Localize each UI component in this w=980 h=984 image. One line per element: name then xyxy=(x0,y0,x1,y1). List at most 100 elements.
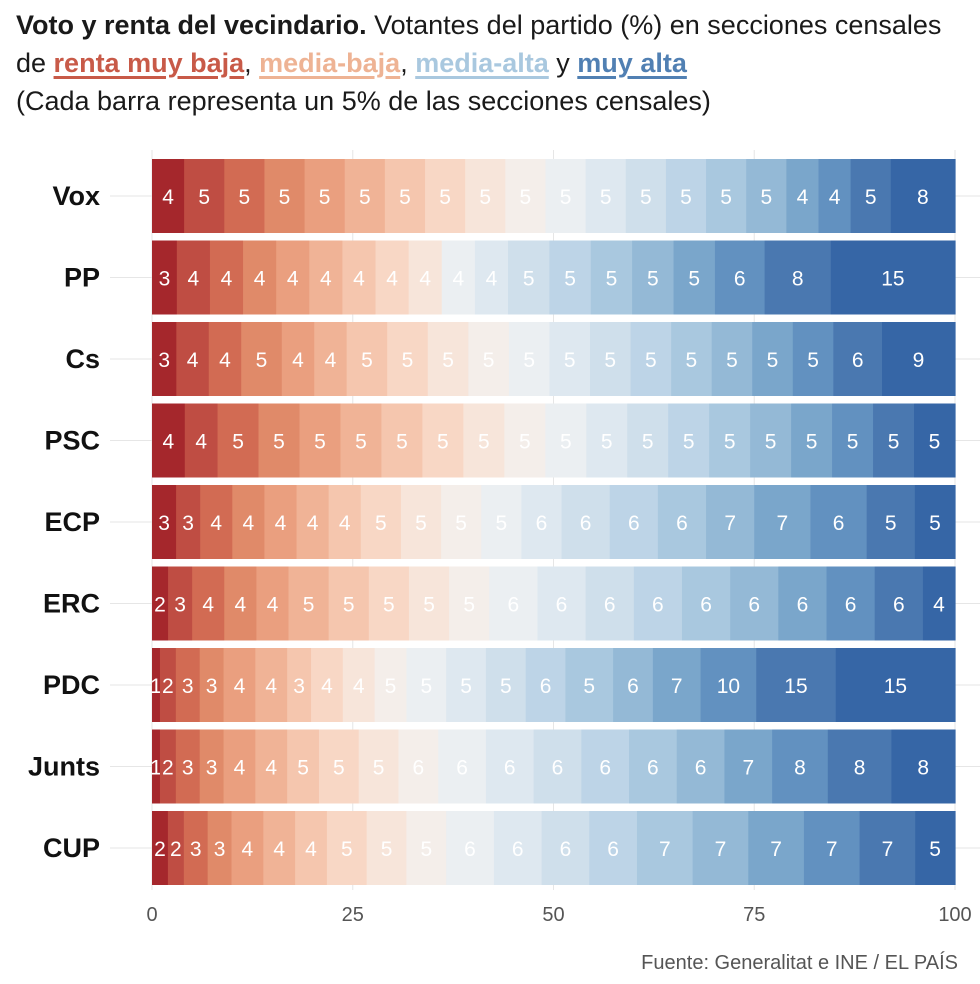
bar-segment xyxy=(746,159,787,233)
bar-segment xyxy=(175,648,201,722)
data-label: 4 xyxy=(267,594,279,617)
bar-segment xyxy=(668,403,710,478)
bar-segment xyxy=(485,729,535,804)
bar-segment xyxy=(241,322,283,396)
bar-segment xyxy=(609,485,659,559)
data-label: 6 xyxy=(748,594,760,617)
bar-segment xyxy=(288,566,330,641)
data-label: 2 xyxy=(162,757,174,780)
data-label: 5 xyxy=(680,186,692,209)
bar-segment xyxy=(786,159,820,233)
bar-segment xyxy=(264,159,306,233)
data-label: 5 xyxy=(686,349,698,372)
bar-segment xyxy=(754,485,812,559)
bar-segment xyxy=(756,648,837,722)
data-label: 6 xyxy=(412,757,424,780)
data-label: 6 xyxy=(628,512,640,535)
data-label: 7 xyxy=(882,838,894,861)
bar-segment xyxy=(882,322,956,396)
data-label: 5 xyxy=(642,431,654,454)
data-label: 5 xyxy=(279,186,291,209)
data-label: 2 xyxy=(154,594,166,617)
data-label: 6 xyxy=(893,594,905,617)
data-label: 3 xyxy=(182,512,194,535)
data-label: 5 xyxy=(478,431,490,454)
category-label: PP xyxy=(64,263,100,293)
data-label: 5 xyxy=(361,349,373,372)
data-label: 7 xyxy=(715,838,727,861)
data-label: 6 xyxy=(700,594,712,617)
bar-segment xyxy=(791,403,833,478)
data-label: 5 xyxy=(724,431,736,454)
data-label: 6 xyxy=(652,594,664,617)
bar-segment xyxy=(590,240,633,315)
bar-segment xyxy=(545,403,587,478)
category-label: Junts xyxy=(28,752,100,782)
data-label: 5 xyxy=(273,431,285,454)
bar-segment xyxy=(263,811,296,885)
data-label: 8 xyxy=(854,757,866,780)
data-label: 5 xyxy=(560,431,572,454)
bar-segment xyxy=(199,648,225,722)
bar-segment xyxy=(629,729,678,804)
data-label: 5 xyxy=(314,431,326,454)
category-label: Vox xyxy=(52,181,100,211)
bar-segment xyxy=(384,159,426,233)
data-label: 15 xyxy=(784,675,807,698)
data-label: 4 xyxy=(353,268,365,291)
data-label: 5 xyxy=(647,268,659,291)
bar-segment xyxy=(833,322,883,396)
data-label: 5 xyxy=(319,186,331,209)
data-label: 4 xyxy=(829,186,841,209)
bar-segment xyxy=(706,159,747,233)
bar-segment xyxy=(748,811,805,885)
bar-segment xyxy=(168,566,193,641)
chart-description: Votantes del partido (%) en secciones ce… xyxy=(16,10,942,78)
data-label: 15 xyxy=(884,675,907,698)
bar-segment xyxy=(223,729,256,804)
bar-segment xyxy=(340,403,383,478)
data-label: 5 xyxy=(765,431,777,454)
data-label: 5 xyxy=(640,186,652,209)
bar-segment xyxy=(627,403,669,478)
data-label: 8 xyxy=(794,757,806,780)
bar-segment xyxy=(764,240,832,315)
bar-segment xyxy=(184,403,219,478)
data-label: 4 xyxy=(187,349,199,372)
data-label: 5 xyxy=(343,594,355,617)
bar-segment xyxy=(827,729,892,804)
bar-segment xyxy=(152,485,177,559)
bar-segment xyxy=(314,322,348,396)
data-label: 6 xyxy=(464,838,476,861)
bar-segment xyxy=(549,322,591,396)
data-label: 5 xyxy=(383,594,395,617)
data-label: 5 xyxy=(520,186,532,209)
bar-segment xyxy=(714,240,766,315)
data-label: 5 xyxy=(297,757,309,780)
bar-segment xyxy=(295,811,328,885)
data-label: 3 xyxy=(206,675,218,698)
data-label: 5 xyxy=(437,431,449,454)
data-label: 3 xyxy=(159,268,171,291)
bar-segment xyxy=(167,811,185,885)
bar-segment xyxy=(810,485,868,559)
data-label: 5 xyxy=(460,675,472,698)
bar-segment xyxy=(208,322,242,396)
bar-segment xyxy=(192,566,225,641)
data-label: 5 xyxy=(806,431,818,454)
bar-segment xyxy=(243,240,277,315)
data-label: 5 xyxy=(455,512,467,535)
data-label: 5 xyxy=(239,186,251,209)
bar-segment xyxy=(152,648,161,722)
data-label: 6 xyxy=(540,675,552,698)
data-label: 5 xyxy=(341,838,353,861)
data-label: 3 xyxy=(182,675,194,698)
bar-segment xyxy=(387,322,429,396)
x-tick-label: 0 xyxy=(146,904,157,926)
data-label: 4 xyxy=(305,838,317,861)
bar-segment xyxy=(730,566,779,641)
bar-segment xyxy=(873,403,915,478)
legend-separator: , xyxy=(244,48,260,78)
x-tick-label: 100 xyxy=(938,904,971,926)
bar-segment xyxy=(422,403,464,478)
